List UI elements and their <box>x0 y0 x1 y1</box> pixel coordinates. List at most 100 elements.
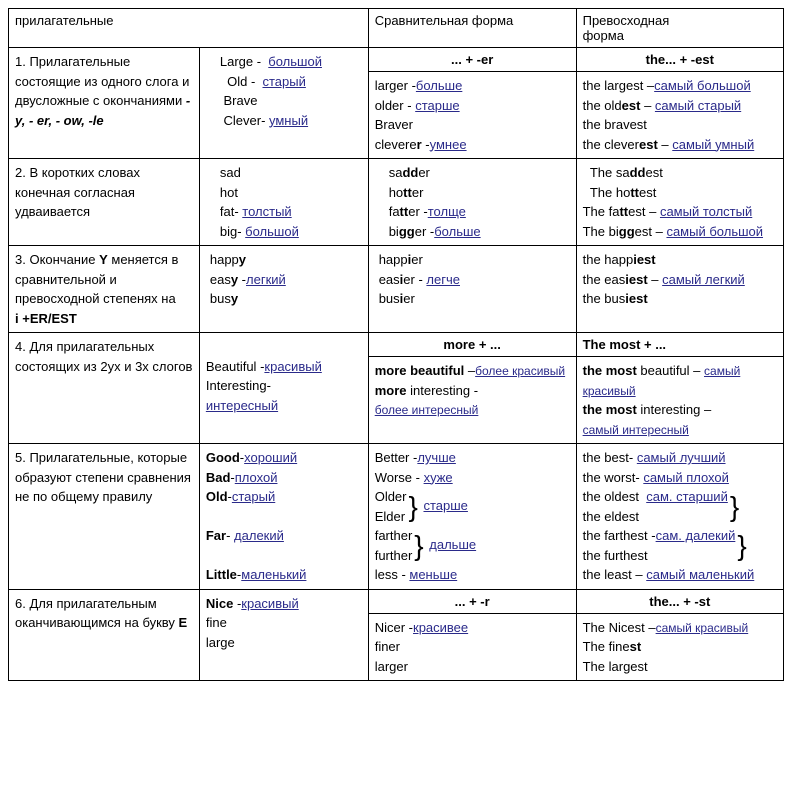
rule-4-comp: more beautiful –более красивый more inte… <box>368 357 576 444</box>
c-fatter-c: er <box>408 204 420 219</box>
sup-cleverest-b: est <box>639 137 658 152</box>
c-sadder-a: sa <box>389 165 403 180</box>
c-further: further <box>375 548 413 563</box>
rule-5-examples: Good-хороший Bad-плохой Old-старый Far- … <box>199 444 368 590</box>
c-older-t: старше <box>423 498 467 513</box>
ex-good-t: хороший <box>244 450 297 465</box>
c-finer: finer <box>375 639 400 654</box>
comp-older: older <box>375 98 404 113</box>
c-more-i-t: более интересный <box>375 403 479 417</box>
rule-6-desc: 6. Для прилагательным оканчивающимся на … <box>9 589 200 681</box>
c-older: Older <box>375 489 407 504</box>
rule-row-3: 3. Окончание Y меняется в сравнительной … <box>9 246 784 333</box>
ex-big-t: большой <box>245 224 299 239</box>
ex-busy-a: bus <box>210 291 231 306</box>
s-finest-b: st <box>630 639 642 654</box>
s-busiest-a: the bus <box>583 291 626 306</box>
s-hottest-b: tt <box>630 185 639 200</box>
ex-large-t: большой <box>268 54 322 69</box>
c-hotter-c: er <box>412 185 424 200</box>
rule-1-examples: Large - большой Old - старый Brave Cleve… <box>199 48 368 159</box>
ex-bad-t: плохой <box>235 470 278 485</box>
rule-6-comp: Nicer -красивее finer larger <box>368 613 576 681</box>
s-oldest: the oldest <box>583 489 639 504</box>
s-saddest-c: est <box>645 165 662 180</box>
brace-icon: } <box>409 500 418 514</box>
rule-row-6: 6. Для прилагательным оканчивающимся на … <box>9 589 784 613</box>
comp-cleverer: cleverer <box>375 137 422 152</box>
s-least: the least <box>583 567 632 582</box>
c-worse: Worse <box>375 470 412 485</box>
rule-1-sup-formula: the... + -est <box>576 48 783 72</box>
c-hotter-b: tt <box>403 185 412 200</box>
c-easier-t: легче <box>426 272 460 287</box>
brace-icon: } <box>730 500 739 514</box>
rule-3-sup: the happiest the easiest – самый легкий … <box>576 246 783 333</box>
ex-sad: sad <box>220 165 241 180</box>
c-bigger-t: больше <box>434 224 480 239</box>
rule-6-sup: The Nicest –самый красивый The finest Th… <box>576 613 783 681</box>
c-easier-a: eas <box>379 272 400 287</box>
s-hottest-c: est <box>639 185 656 200</box>
header-superlative: Превосходная форма <box>576 9 783 48</box>
ex-brave: Brave <box>223 93 257 108</box>
c-sadder-b: dd <box>402 165 418 180</box>
c-farther-t: дальше <box>429 537 476 552</box>
c-fatter-a: fa <box>389 204 400 219</box>
r6-a: 6. Для прилагательным оканчивающимся на … <box>15 596 179 631</box>
s-largest6: The largest <box>583 659 648 674</box>
ex-large: Large <box>220 54 253 69</box>
s-fattest-t: самый толстый <box>660 204 752 219</box>
ex-easy-t: легкий <box>246 272 286 287</box>
comp-larger-t: больше <box>416 78 462 93</box>
ex-little-t: маленький <box>241 567 306 582</box>
s-biggest-c: est <box>635 224 652 239</box>
ex-fat-t: толстый <box>242 204 291 219</box>
s-finest-a: The fine <box>583 639 630 654</box>
c-bigger: bigger <box>389 224 427 239</box>
ex-large6: large <box>206 635 235 650</box>
ex-old5-t: старый <box>232 489 275 504</box>
rule-1-comp-formula: ... + -er <box>368 48 576 72</box>
ex-bad: Bad <box>206 470 231 485</box>
rule-5-sup: the best- самый лучший the worst- самый … <box>576 444 783 590</box>
s-best-t: самый лучший <box>637 450 726 465</box>
s-busiest-b: iest <box>625 291 647 306</box>
comp-larger: larger <box>375 78 408 93</box>
sup-largest: the largest <box>583 78 644 93</box>
ex-nice-t: красивый <box>241 596 298 611</box>
ex-big: big <box>220 224 237 239</box>
ex-old: Old <box>227 74 247 89</box>
rule-1-desc: 1. Прилагательные состоящие из одного сл… <box>9 48 200 159</box>
s-most-i: interesting <box>637 402 701 417</box>
ex-old-t: старый <box>263 74 306 89</box>
ex-hot: hot <box>220 185 238 200</box>
header-comparative: Сравнительная форма <box>368 9 576 48</box>
comp-cleverer-t: умнее <box>430 137 467 152</box>
rule-2-desc: 2. В коротких словах конечная согласная … <box>9 159 200 246</box>
s-fattest-b: tt <box>619 204 628 219</box>
brace-icon: } <box>737 539 746 553</box>
header-adjectives: прилагательные <box>9 9 369 48</box>
comp-braver: Braver <box>375 117 413 132</box>
rule-4-examples: Beautiful -красивый Interesting-интересн… <box>199 333 368 444</box>
sup-cleverest-pre: the clever <box>583 137 639 152</box>
rule-row-2: 2. В коротких словах конечная согласная … <box>9 159 784 246</box>
rule-3-desc: 3. Окончание Y меняется в сравнительной … <box>9 246 200 333</box>
ex-beautiful-t: красивый <box>264 359 321 374</box>
s-farthest-t: сам. далекий <box>656 528 736 543</box>
s-nicest: The Nicest <box>583 620 645 635</box>
s-worst-t: самый плохой <box>643 470 729 485</box>
s-eldest: the eldest <box>583 509 639 524</box>
s-happiest-b: iest <box>633 252 655 267</box>
s-biggest-t: самый большой <box>666 224 763 239</box>
s-fattest-a: The fa <box>583 204 620 219</box>
rule-5-comp: Better -лучше Worse - хуже Older Elder }… <box>368 444 576 590</box>
rule-row-4: 4. Для прилагательных состоящих из 2ух и… <box>9 333 784 357</box>
formula-er: ... + -er <box>451 52 493 67</box>
s-biggest-a: The bi <box>583 224 619 239</box>
sup-oldest-t: самый старый <box>655 98 741 113</box>
s-biggest-b: gg <box>619 224 635 239</box>
rule-3-examples: happy easy -легкий busy <box>199 246 368 333</box>
s-easiest-b: iest <box>625 272 647 287</box>
